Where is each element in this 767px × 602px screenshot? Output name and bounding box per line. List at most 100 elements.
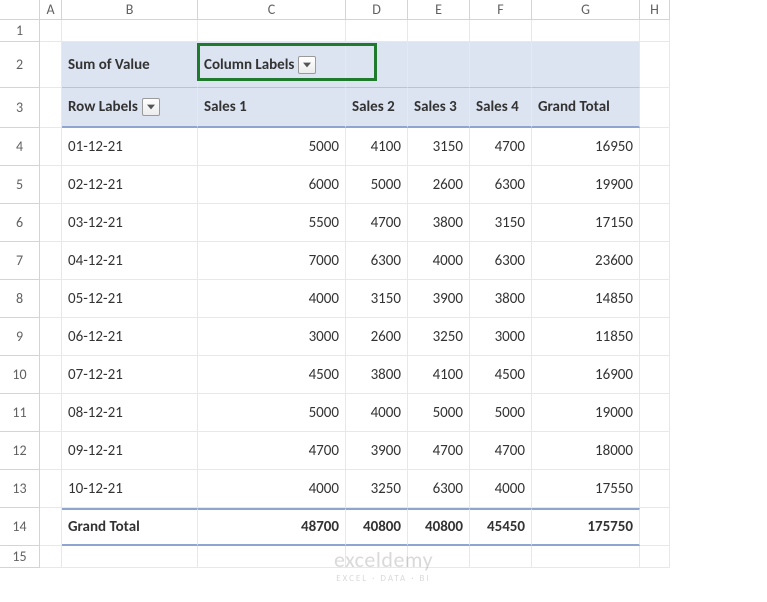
row-header-1[interactable]: 1 [0,20,40,42]
col-header-D[interactable]: D [346,0,408,20]
row-header-2[interactable]: 2 [0,42,40,88]
empty-cell[interactable] [532,42,640,88]
row-header-9[interactable]: 9 [0,318,40,356]
data-cell-4-3[interactable]: 3800 [470,280,532,318]
data-cell-9-2[interactable]: 6300 [408,470,470,508]
data-cell-6-0[interactable]: 4500 [198,356,346,394]
data-cell-5-1[interactable]: 2600 [346,318,408,356]
empty-cell[interactable] [40,128,62,166]
empty-cell[interactable] [62,20,198,42]
row-date-9[interactable]: 10-12-21 [62,470,198,508]
data-cell-6-1[interactable]: 3800 [346,356,408,394]
empty-cell[interactable] [470,546,532,568]
empty-cell[interactable] [40,546,62,568]
row-header-6[interactable]: 6 [0,204,40,242]
data-cell-3-0[interactable]: 7000 [198,242,346,280]
empty-cell[interactable] [40,318,62,356]
data-cell-4-1[interactable]: 3150 [346,280,408,318]
empty-cell[interactable] [198,20,346,42]
empty-cell[interactable] [640,204,670,242]
data-cell-3-3[interactable]: 6300 [470,242,532,280]
data-cell-1-2[interactable]: 2600 [408,166,470,204]
row-date-8[interactable]: 09-12-21 [62,432,198,470]
grand-total-0[interactable]: 48700 [198,508,346,546]
data-cell-2-2[interactable]: 3800 [408,204,470,242]
data-cell-5-2[interactable]: 3250 [408,318,470,356]
empty-cell[interactable] [640,508,670,546]
data-cell-2-0[interactable]: 5500 [198,204,346,242]
row-date-5[interactable]: 06-12-21 [62,318,198,356]
empty-cell[interactable] [346,20,408,42]
row-header-4[interactable]: 4 [0,128,40,166]
data-cell-7-3[interactable]: 5000 [470,394,532,432]
row-header-3[interactable]: 3 [0,88,40,128]
empty-cell[interactable] [62,546,198,568]
col-header-G[interactable]: G [532,0,640,20]
empty-cell[interactable] [346,546,408,568]
data-cell-7-1[interactable]: 4000 [346,394,408,432]
data-cell-0-3[interactable]: 4700 [470,128,532,166]
row-date-3[interactable]: 04-12-21 [62,242,198,280]
row-header-10[interactable]: 10 [0,356,40,394]
col-header-F[interactable]: F [470,0,532,20]
data-cell-6-4[interactable]: 16900 [532,356,640,394]
empty-cell[interactable] [640,128,670,166]
data-cell-7-4[interactable]: 19000 [532,394,640,432]
empty-cell[interactable] [346,42,408,88]
data-cell-3-4[interactable]: 23600 [532,242,640,280]
data-cell-7-2[interactable]: 5000 [408,394,470,432]
empty-cell[interactable] [640,432,670,470]
data-cell-4-0[interactable]: 4000 [198,280,346,318]
empty-cell[interactable] [532,546,640,568]
empty-cell[interactable] [40,432,62,470]
col-header-A[interactable]: A [40,0,62,20]
data-cell-6-2[interactable]: 4100 [408,356,470,394]
data-cell-1-0[interactable]: 6000 [198,166,346,204]
data-cell-9-1[interactable]: 3250 [346,470,408,508]
empty-cell[interactable] [640,546,670,568]
empty-cell[interactable] [40,356,62,394]
data-cell-6-3[interactable]: 4500 [470,356,532,394]
grand-total-3[interactable]: 45450 [470,508,532,546]
row-labels-cell[interactable]: Row Labels [62,88,198,128]
data-cell-1-4[interactable]: 19900 [532,166,640,204]
empty-cell[interactable] [40,470,62,508]
row-date-4[interactable]: 05-12-21 [62,280,198,318]
empty-cell[interactable] [640,88,670,128]
row-header-11[interactable]: 11 [0,394,40,432]
select-all-corner[interactable] [0,0,40,20]
empty-cell[interactable] [40,166,62,204]
data-cell-5-0[interactable]: 3000 [198,318,346,356]
empty-cell[interactable] [640,318,670,356]
row-header-14[interactable]: 14 [0,508,40,546]
row-date-6[interactable]: 07-12-21 [62,356,198,394]
data-cell-2-1[interactable]: 4700 [346,204,408,242]
data-cell-8-0[interactable]: 4700 [198,432,346,470]
empty-cell[interactable] [40,242,62,280]
row-header-5[interactable]: 5 [0,166,40,204]
empty-cell[interactable] [640,394,670,432]
empty-cell[interactable] [640,280,670,318]
row-header-7[interactable]: 7 [0,242,40,280]
data-cell-5-3[interactable]: 3000 [470,318,532,356]
data-cell-3-1[interactable]: 6300 [346,242,408,280]
data-cell-9-4[interactable]: 17550 [532,470,640,508]
row-header-12[interactable]: 12 [0,432,40,470]
row-labels-dropdown[interactable] [142,98,160,116]
data-cell-9-3[interactable]: 4000 [470,470,532,508]
empty-cell[interactable] [40,204,62,242]
row-date-1[interactable]: 02-12-21 [62,166,198,204]
row-header-13[interactable]: 13 [0,470,40,508]
empty-cell[interactable] [470,20,532,42]
empty-cell[interactable] [408,42,470,88]
grand-total-1[interactable]: 40800 [346,508,408,546]
data-cell-8-3[interactable]: 4700 [470,432,532,470]
data-cell-0-2[interactable]: 3150 [408,128,470,166]
empty-cell[interactable] [470,42,532,88]
empty-cell[interactable] [640,166,670,204]
column-labels-dropdown[interactable] [298,56,316,74]
data-cell-8-2[interactable]: 4700 [408,432,470,470]
empty-cell[interactable] [408,20,470,42]
empty-cell[interactable] [532,20,640,42]
col-header-C[interactable]: C [198,0,346,20]
